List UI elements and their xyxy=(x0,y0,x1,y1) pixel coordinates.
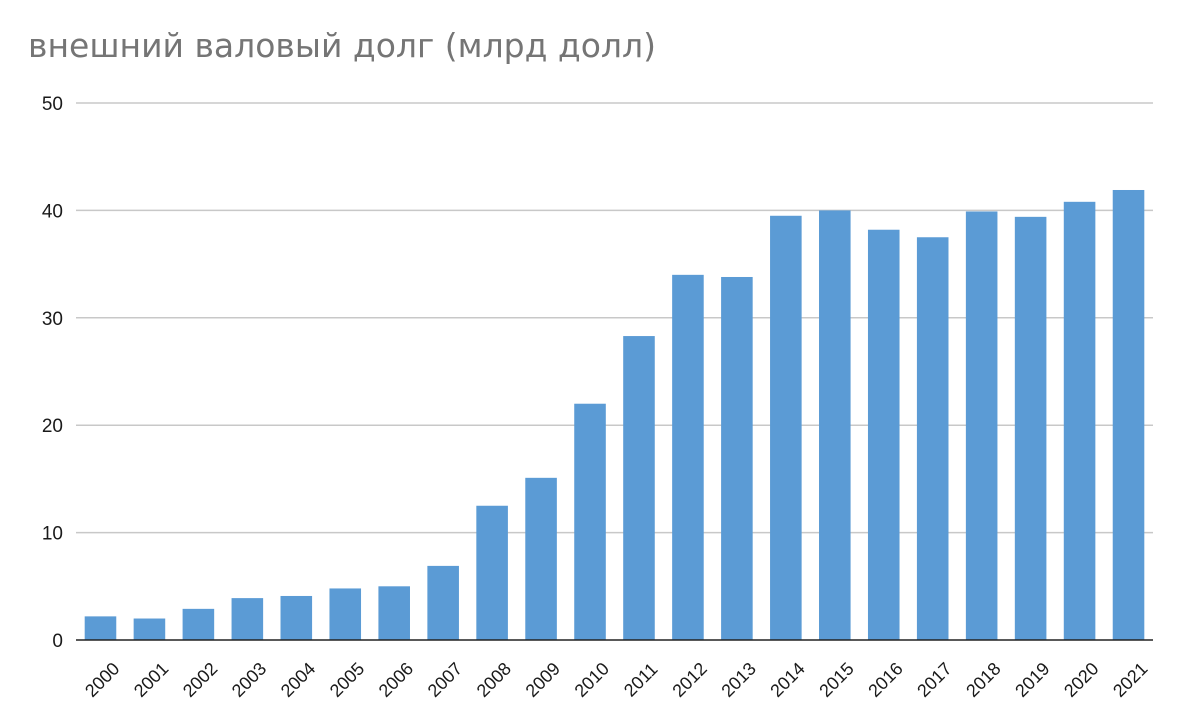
bar-2007 xyxy=(427,565,459,640)
bar-2003 xyxy=(231,598,264,640)
x-tick-label: 2018 xyxy=(962,659,1004,701)
y-tick-label: 50 xyxy=(42,94,63,115)
bar-2008 xyxy=(476,505,508,640)
bar-2016 xyxy=(867,229,900,640)
x-tick-label: 2010 xyxy=(571,659,613,701)
x-tick-label: 2003 xyxy=(228,659,270,701)
x-tick-label: 2001 xyxy=(130,659,172,701)
bar-2009 xyxy=(525,477,557,640)
bar-2005 xyxy=(329,588,362,640)
y-tick-label: 30 xyxy=(42,309,63,330)
bars xyxy=(84,189,1145,641)
x-tick-label: 2005 xyxy=(326,659,368,701)
y-tick-label: 0 xyxy=(52,631,63,652)
x-tick-label: 2000 xyxy=(81,659,123,701)
bar-2019 xyxy=(1014,216,1047,640)
x-tick-label: 2019 xyxy=(1011,659,1053,701)
bar-2011 xyxy=(623,336,655,640)
x-tick-label: 2016 xyxy=(864,659,906,701)
bar-2006 xyxy=(378,586,410,640)
x-tick-label: 2009 xyxy=(522,659,564,701)
x-tick-label: 2008 xyxy=(473,659,515,701)
x-tick-label: 2015 xyxy=(815,659,857,701)
bar-2002 xyxy=(182,608,215,640)
bar-2004 xyxy=(280,595,313,640)
x-tick-labels: 2000 2001 2002 2003 2004 2005 2006 2007 2008 2009… xyxy=(81,659,1152,701)
bar-2018 xyxy=(965,211,998,640)
y-tick-label: 40 xyxy=(42,201,63,222)
chart-title: внешний валовый долг (млрд долл) xyxy=(28,26,656,65)
bar-2000 xyxy=(84,616,117,640)
bar-2021 xyxy=(1112,189,1145,640)
x-tick-label: 2006 xyxy=(375,659,417,701)
x-tick-label: 2017 xyxy=(913,659,955,701)
x-tick-label: 2002 xyxy=(179,659,221,701)
x-tick-label: 2011 xyxy=(620,659,662,701)
bar-2014 xyxy=(770,215,802,640)
y-tick-labels: 0 10 20 30 40 50 xyxy=(42,94,63,652)
x-tick-label: 2013 xyxy=(717,659,759,701)
bar-2015 xyxy=(819,210,851,640)
bar-2001 xyxy=(133,618,166,640)
bar-2013 xyxy=(721,276,753,640)
x-tick-label: 2007 xyxy=(424,659,466,701)
bar-2017 xyxy=(916,237,949,640)
x-tick-label: 2012 xyxy=(668,659,710,701)
x-tick-label: 2021 xyxy=(1109,659,1151,701)
bar-2012 xyxy=(672,274,704,640)
y-tick-label: 20 xyxy=(42,416,63,437)
y-tick-label: 10 xyxy=(42,524,63,545)
x-tick-label: 2004 xyxy=(277,659,319,701)
x-tick-label: 2020 xyxy=(1060,659,1102,701)
bar-2010 xyxy=(574,403,606,640)
x-tick-label: 2014 xyxy=(766,659,808,701)
bar-2020 xyxy=(1063,201,1096,641)
